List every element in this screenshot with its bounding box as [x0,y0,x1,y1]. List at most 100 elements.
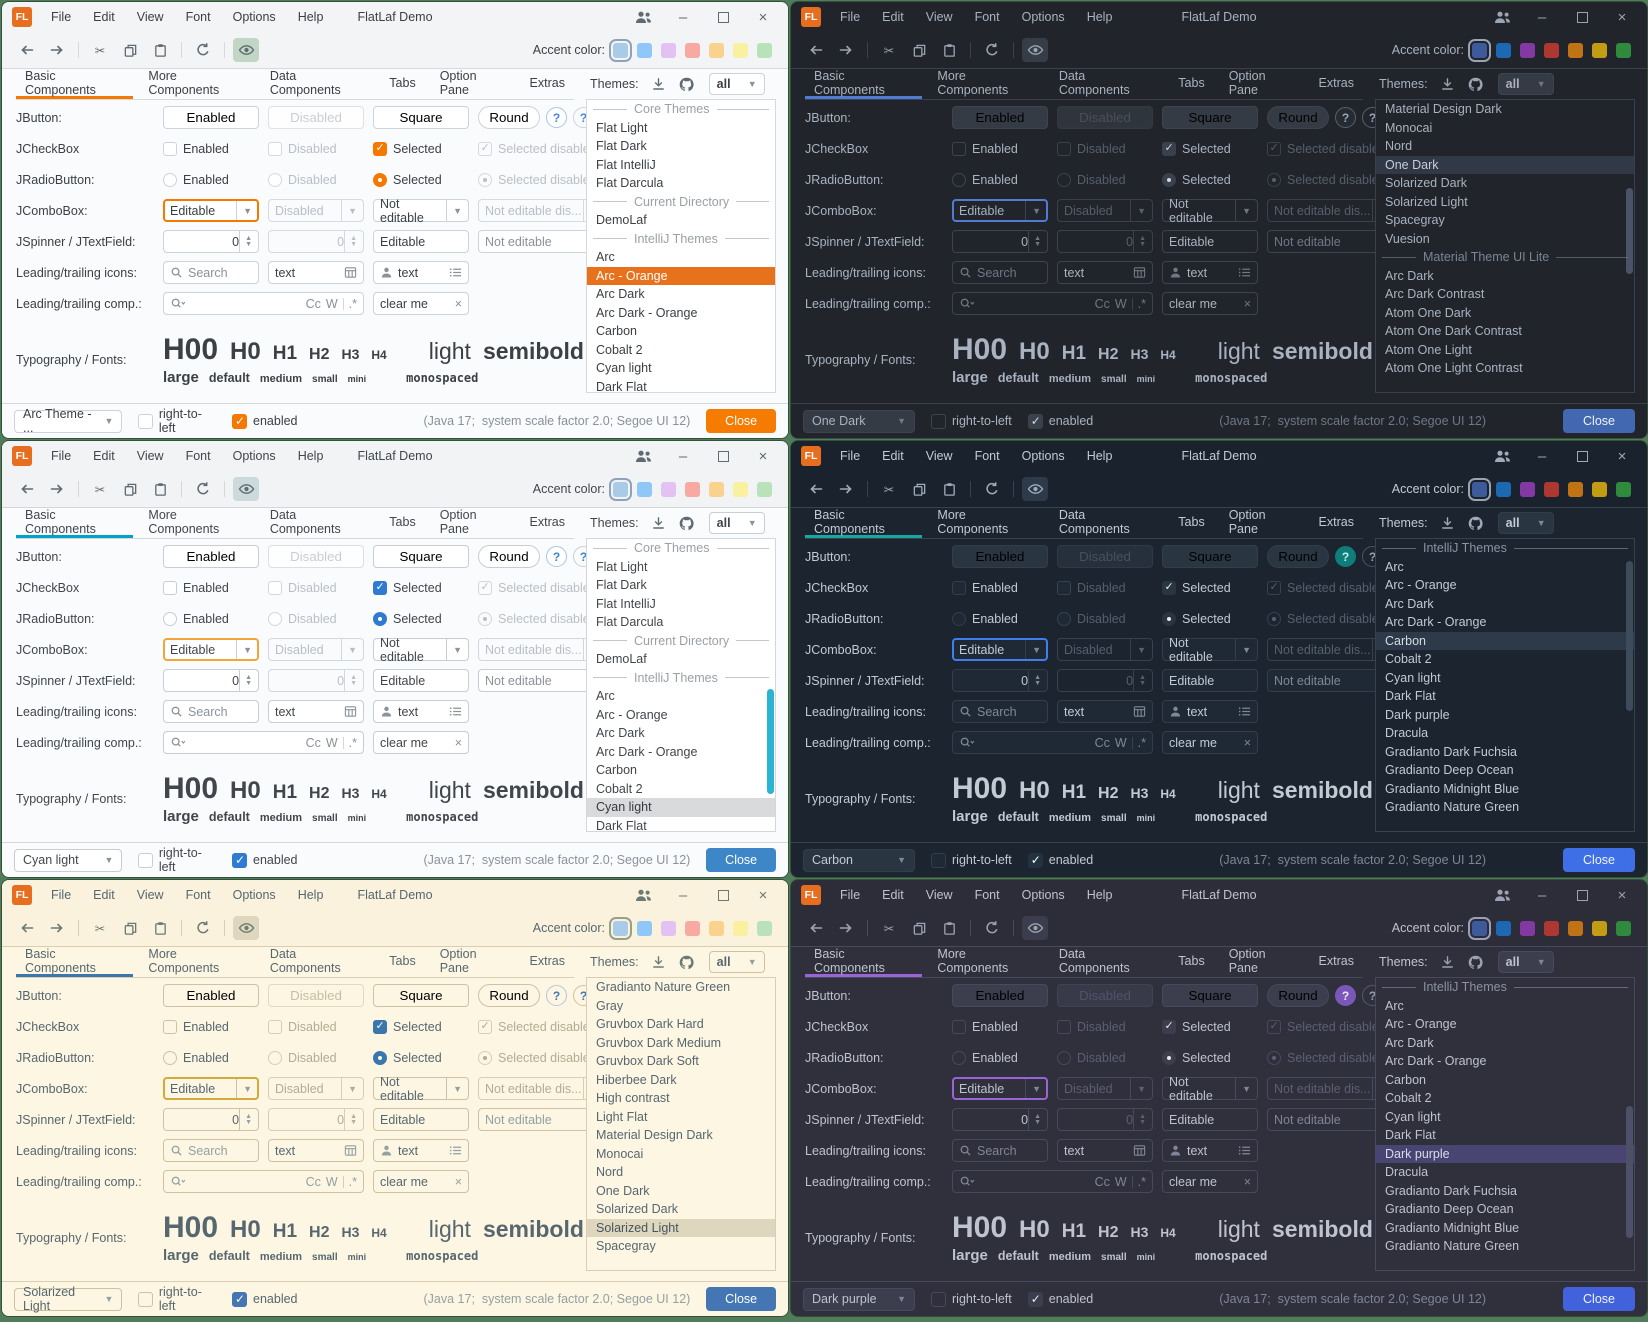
whole-word-button[interactable]: W [1114,1174,1127,1189]
menu-item[interactable]: Font [974,449,1000,463]
clearable-input[interactable] [380,296,455,311]
theme-list-item[interactable]: Gradianto Nature Green [1385,800,1520,814]
accent-color-swatch[interactable] [1520,920,1535,936]
search-with-options-field[interactable]: Cc W .* [952,1170,1153,1193]
text-input[interactable] [398,1143,449,1158]
search-field[interactable] [163,700,259,723]
text-input[interactable] [275,704,344,719]
tab[interactable]: Extras [1318,953,1354,968]
textfield-editable-input[interactable] [380,673,462,688]
minimize-button[interactable]: – [678,447,688,465]
clear-icon[interactable]: × [1243,1174,1251,1189]
regex-button[interactable]: .* [348,296,357,311]
menu-item[interactable]: File [840,449,861,463]
spinner-enabled[interactable]: ▲▼ [163,1108,259,1131]
whole-word-button[interactable]: W [1114,735,1127,750]
theme-list-item[interactable]: Atom One Light [1385,342,1472,357]
checkbox-enabled[interactable] [952,141,966,156]
checkbox-box[interactable] [931,1291,946,1307]
text-input[interactable] [398,704,449,719]
theme-list-item[interactable]: Dark Flat [1385,689,1436,703]
menu-item[interactable]: Help [1086,449,1113,463]
theme-list-item[interactable]: Nord [596,1165,624,1179]
spinner-arrows-icon[interactable]: ▲ ▼ [239,1109,252,1130]
clearable-field[interactable]: × [373,731,469,754]
paste-icon[interactable] [936,477,962,501]
radio-selected[interactable] [373,172,387,187]
menu-item[interactable]: View [136,888,164,902]
textfield-editable-input[interactable] [1169,1112,1251,1127]
clearable-field[interactable]: × [373,292,469,315]
tab[interactable]: Extras [529,514,565,529]
theme-list-item[interactable]: Flat Darcula [596,615,664,629]
maximize-button[interactable] [1567,445,1597,467]
clear-icon[interactable]: × [454,1174,462,1189]
menu-item[interactable]: File [840,10,861,24]
right-to-left-checkbox[interactable]: right-to-left [931,1291,1012,1307]
checkbox-enabled[interactable] [163,141,177,156]
themes-filter-combo[interactable]: all ▼ [1497,951,1554,973]
list-icon[interactable] [449,266,462,279]
theme-list-item[interactable]: Core Themes [587,539,775,558]
cut-icon[interactable]: ✂ [94,43,106,58]
help-button-primary[interactable]: ? [546,546,567,567]
accent-color-swatch[interactable] [1592,42,1607,58]
cut-icon[interactable]: ✂ [883,482,895,497]
tab[interactable]: Tabs [389,514,416,529]
jbutton-square-button[interactable]: Square [1162,106,1258,129]
theme-list-item[interactable]: Cyan light [596,361,652,375]
combobox-not-editable[interactable]: Not editable ▼ [373,197,469,225]
spinner-enabled[interactable]: ▲▼ [952,1108,1048,1131]
theme-list-item[interactable]: IntelliJ Themes [1376,978,1634,997]
theme-list-item[interactable]: Gradianto Midnight Blue [1385,781,1520,796]
menu-item[interactable]: Edit [93,449,115,463]
menu-item[interactable]: Help [297,449,324,463]
tab[interactable]: Data Components [269,68,341,97]
combobox-editable-input[interactable] [959,642,1026,657]
menu-item[interactable]: Edit [93,888,115,902]
enabled-checkbox[interactable]: enabled [1027,413,1093,429]
chevron-down-icon[interactable]: ▼ [1235,200,1251,221]
tab[interactable]: More Components [148,507,220,536]
show-hidden-eye-toggle[interactable] [1022,477,1048,501]
list-icon[interactable] [449,1144,462,1157]
theme-list-item[interactable]: Arc Dark [596,287,645,301]
search-input[interactable] [188,704,252,719]
jbutton-round-button[interactable]: Round [1267,984,1329,1007]
menu-item[interactable]: Help [1086,10,1113,24]
close-button[interactable]: Close [706,409,776,433]
textfield-editable[interactable] [1162,1108,1258,1131]
enabled-checkbox[interactable]: enabled [1027,1291,1093,1307]
theme-list-item[interactable]: Flat Darcula [596,176,664,190]
theme-list-item[interactable]: Flat Light [596,120,648,135]
close-window-button[interactable]: × [758,8,768,26]
clearable-input[interactable] [1169,735,1244,750]
spinner-enabled[interactable]: ▲▼ [952,669,1048,692]
theme-list-item[interactable]: Cyan light [1385,1109,1441,1124]
tab[interactable]: Tabs [1178,514,1205,529]
tab[interactable]: Basic Components [16,508,134,538]
theme-list-item[interactable]: High contrast [596,1091,670,1105]
checkbox-box[interactable] [931,852,946,868]
close-window-button[interactable]: × [1617,8,1627,26]
theme-list-item[interactable]: Carbon [1385,1072,1426,1087]
clear-icon[interactable]: × [454,735,462,750]
tab[interactable]: Data Components [1058,507,1130,536]
theme-list-item[interactable]: Core Themes [587,100,775,119]
table-icon[interactable] [1133,705,1146,718]
refresh-icon[interactable] [190,477,216,501]
theme-list-item[interactable]: Gruvbox Dark Hard [596,1017,704,1031]
theme-list-item[interactable]: One Dark [596,1183,650,1198]
chevron-down-icon[interactable]: ▼ [1025,201,1041,220]
scrollbar-thumb[interactable] [1626,561,1633,711]
theme-list-item[interactable]: Dark purple [1385,707,1450,722]
clearable-input[interactable] [1169,296,1244,311]
github-icon[interactable] [678,515,695,532]
right-to-left-checkbox[interactable]: right-to-left [931,852,1012,868]
checkbox-box[interactable] [1027,1291,1043,1307]
search-with-options-input[interactable] [191,1174,306,1189]
close-window-button[interactable]: × [758,447,768,465]
match-case-button[interactable]: Cc [305,1174,321,1189]
clearable-field[interactable]: × [1162,731,1258,754]
chevron-down-icon[interactable]: ▼ [446,1078,462,1099]
